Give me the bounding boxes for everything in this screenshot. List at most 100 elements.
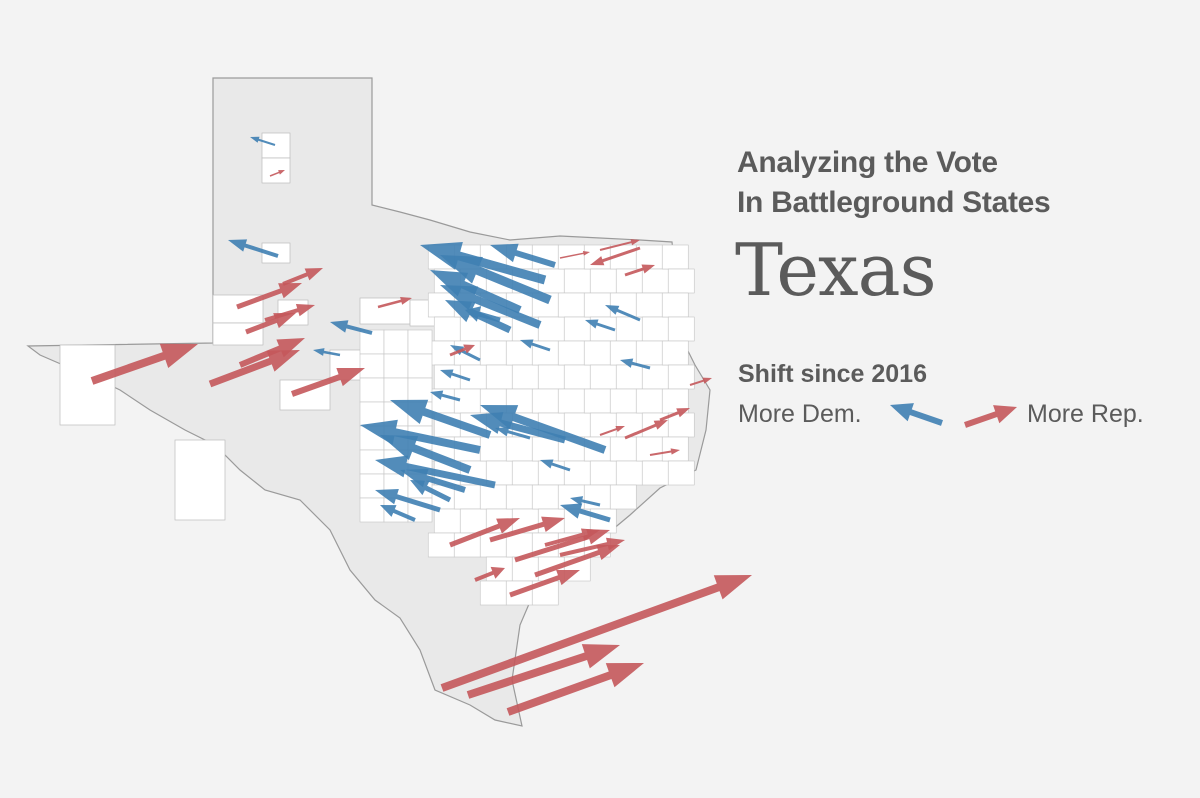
dem-shift-arrow xyxy=(380,435,472,474)
rep-shift-arrow xyxy=(624,264,655,277)
dem-shift-arrow xyxy=(585,319,616,332)
county xyxy=(479,340,507,366)
county xyxy=(563,268,591,294)
rep-shift-arrow xyxy=(559,537,625,557)
county xyxy=(427,340,455,366)
county xyxy=(557,340,585,366)
county xyxy=(635,388,663,414)
dem-shift-arrow xyxy=(390,399,492,439)
dem-shift-arrow xyxy=(450,345,481,362)
county xyxy=(589,268,617,294)
county xyxy=(433,364,461,390)
county xyxy=(59,344,116,426)
county xyxy=(479,436,507,462)
county xyxy=(609,388,637,414)
county xyxy=(383,329,409,355)
dem-shift-arrow xyxy=(440,285,542,329)
legend-dem-label: More Dem. xyxy=(738,400,862,428)
rep-shift-arrow xyxy=(599,239,640,251)
rep-shift-arrow xyxy=(599,426,625,436)
dem-shift-arrow xyxy=(490,243,556,268)
rep-shift-arrow xyxy=(377,297,412,309)
county xyxy=(641,316,669,342)
dem-shift-arrow xyxy=(465,306,501,323)
county xyxy=(261,132,291,159)
county xyxy=(479,580,507,606)
county xyxy=(511,364,539,390)
county xyxy=(661,244,689,270)
rep-shift-arrow xyxy=(689,377,712,386)
county xyxy=(667,460,695,486)
county xyxy=(531,484,559,510)
county xyxy=(661,340,689,366)
rep-shift-arrow xyxy=(509,570,580,598)
county xyxy=(174,439,226,521)
county xyxy=(359,401,385,427)
rep-shift-arrow xyxy=(964,405,1017,428)
county xyxy=(407,329,433,355)
rep-shift-arrow xyxy=(449,344,475,357)
dem-shift-arrow xyxy=(360,419,481,454)
kicker-line-2: In Battleground States xyxy=(737,186,1051,219)
county xyxy=(667,412,695,438)
county xyxy=(635,340,663,366)
county xyxy=(359,473,385,499)
dem-shift-arrow xyxy=(313,348,341,357)
county xyxy=(609,436,637,462)
county xyxy=(641,364,669,390)
county xyxy=(563,316,591,342)
dem-shift-arrow xyxy=(440,369,471,382)
county xyxy=(667,268,695,294)
dem-shift-arrow xyxy=(440,255,552,305)
county xyxy=(667,364,695,390)
county xyxy=(635,292,663,318)
rep-shift-arrow xyxy=(590,246,641,266)
county xyxy=(615,460,643,486)
county xyxy=(505,436,533,462)
county xyxy=(557,292,585,318)
dem-shift-arrow xyxy=(228,239,279,258)
county xyxy=(609,484,637,510)
dem-shift-arrow xyxy=(480,405,607,454)
rep-shift-arrow xyxy=(264,304,315,322)
dem-shift-arrow xyxy=(400,468,466,493)
rep-shift-arrow xyxy=(534,544,620,578)
dem-shift-arrow xyxy=(890,403,943,426)
county xyxy=(661,292,689,318)
county xyxy=(531,436,559,462)
dem-shift-arrow xyxy=(375,488,441,513)
county xyxy=(505,484,533,510)
dem-shift-arrow xyxy=(540,459,571,472)
county xyxy=(589,460,617,486)
rep-shift-arrow xyxy=(236,283,302,310)
county xyxy=(459,508,487,534)
rep-shift-arrow xyxy=(245,313,296,335)
dem-shift-arrow xyxy=(605,305,641,322)
county xyxy=(383,353,409,379)
dem-shift-arrow xyxy=(250,136,276,146)
county xyxy=(261,157,291,184)
county xyxy=(531,388,559,414)
dem-shift-arrow xyxy=(470,412,566,444)
county xyxy=(433,508,461,534)
county xyxy=(661,436,689,462)
rep-shift-arrow xyxy=(544,528,600,547)
county xyxy=(407,353,433,379)
county xyxy=(407,377,433,403)
county xyxy=(505,532,533,558)
legend-rep-label: More Rep. xyxy=(1027,400,1144,428)
rep-shift-arrow xyxy=(90,343,198,385)
kicker-line-1: Analyzing the Vote xyxy=(737,146,998,179)
rep-shift-arrow xyxy=(290,368,365,397)
dem-shift-arrow xyxy=(330,320,373,335)
rep-shift-arrow xyxy=(659,408,690,422)
county xyxy=(485,364,513,390)
rep-shift-arrow xyxy=(269,170,285,177)
rep-shift-arrow xyxy=(489,516,565,543)
county xyxy=(641,268,669,294)
county xyxy=(359,353,385,379)
rep-shift-arrow xyxy=(208,350,300,388)
county xyxy=(583,292,611,318)
rep-shift-arrow xyxy=(559,250,590,259)
